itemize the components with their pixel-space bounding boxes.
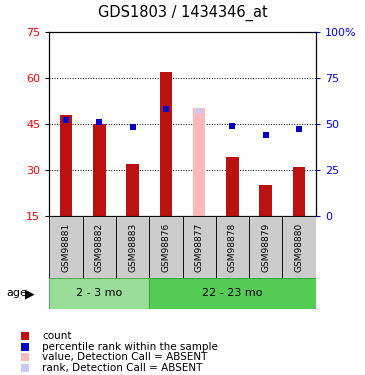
Text: GSM98879: GSM98879 bbox=[261, 223, 270, 272]
Bar bbox=[193, 108, 205, 216]
Text: GSM98883: GSM98883 bbox=[128, 223, 137, 272]
Text: GSM98880: GSM98880 bbox=[295, 223, 304, 272]
Bar bbox=[293, 166, 306, 216]
Text: GSM98877: GSM98877 bbox=[195, 223, 204, 272]
Bar bbox=[260, 185, 272, 216]
Text: count: count bbox=[42, 331, 72, 341]
Text: percentile rank within the sample: percentile rank within the sample bbox=[42, 342, 218, 352]
Text: GSM98881: GSM98881 bbox=[61, 223, 70, 272]
Bar bbox=[283, 216, 316, 278]
Bar bbox=[126, 164, 139, 216]
Text: 2 - 3 mo: 2 - 3 mo bbox=[76, 288, 122, 298]
Text: 22 - 23 mo: 22 - 23 mo bbox=[202, 288, 263, 298]
Text: age: age bbox=[7, 288, 27, 298]
Bar bbox=[82, 216, 116, 278]
Bar bbox=[116, 216, 149, 278]
Text: GSM98876: GSM98876 bbox=[161, 223, 170, 272]
Bar bbox=[160, 72, 172, 216]
Bar bbox=[226, 158, 239, 216]
Bar bbox=[49, 216, 82, 278]
Text: GSM98882: GSM98882 bbox=[95, 223, 104, 272]
Bar bbox=[93, 124, 105, 216]
Text: rank, Detection Call = ABSENT: rank, Detection Call = ABSENT bbox=[42, 363, 203, 373]
Bar bbox=[149, 216, 182, 278]
Bar bbox=[59, 115, 72, 216]
Text: GSM98878: GSM98878 bbox=[228, 223, 237, 272]
Text: ▶: ▶ bbox=[25, 287, 34, 300]
Bar bbox=[182, 216, 216, 278]
Bar bbox=[216, 216, 249, 278]
Bar bbox=[249, 216, 283, 278]
Text: value, Detection Call = ABSENT: value, Detection Call = ABSENT bbox=[42, 352, 208, 363]
Bar bbox=[49, 278, 149, 309]
Text: GDS1803 / 1434346_at: GDS1803 / 1434346_at bbox=[97, 5, 268, 21]
Bar bbox=[149, 278, 316, 309]
